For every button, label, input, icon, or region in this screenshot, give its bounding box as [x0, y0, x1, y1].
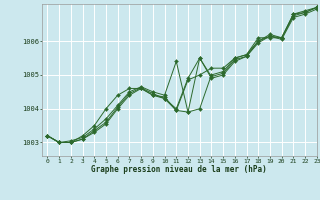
X-axis label: Graphe pression niveau de la mer (hPa): Graphe pression niveau de la mer (hPa)	[91, 165, 267, 174]
